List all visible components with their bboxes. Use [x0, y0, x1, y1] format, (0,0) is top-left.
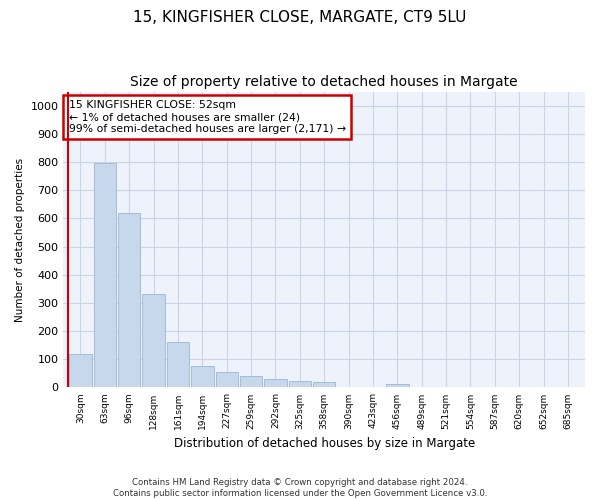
- Bar: [94, 164, 116, 388]
- X-axis label: Distribution of detached houses by size in Margate: Distribution of detached houses by size …: [173, 437, 475, 450]
- Bar: [313, 382, 335, 388]
- Text: 15 KINGFISHER CLOSE: 52sqm
← 1% of detached houses are smaller (24)
99% of semi-: 15 KINGFISHER CLOSE: 52sqm ← 1% of detac…: [68, 100, 346, 134]
- Bar: [264, 379, 287, 388]
- Bar: [142, 294, 165, 388]
- Title: Size of property relative to detached houses in Margate: Size of property relative to detached ho…: [130, 75, 518, 89]
- Bar: [167, 342, 189, 388]
- Bar: [69, 354, 92, 388]
- Bar: [118, 212, 140, 388]
- Bar: [215, 372, 238, 388]
- Bar: [240, 376, 262, 388]
- Bar: [191, 366, 214, 388]
- Y-axis label: Number of detached properties: Number of detached properties: [15, 158, 25, 322]
- Bar: [386, 384, 409, 388]
- Bar: [289, 381, 311, 388]
- Text: 15, KINGFISHER CLOSE, MARGATE, CT9 5LU: 15, KINGFISHER CLOSE, MARGATE, CT9 5LU: [133, 10, 467, 25]
- Text: Contains HM Land Registry data © Crown copyright and database right 2024.
Contai: Contains HM Land Registry data © Crown c…: [113, 478, 487, 498]
